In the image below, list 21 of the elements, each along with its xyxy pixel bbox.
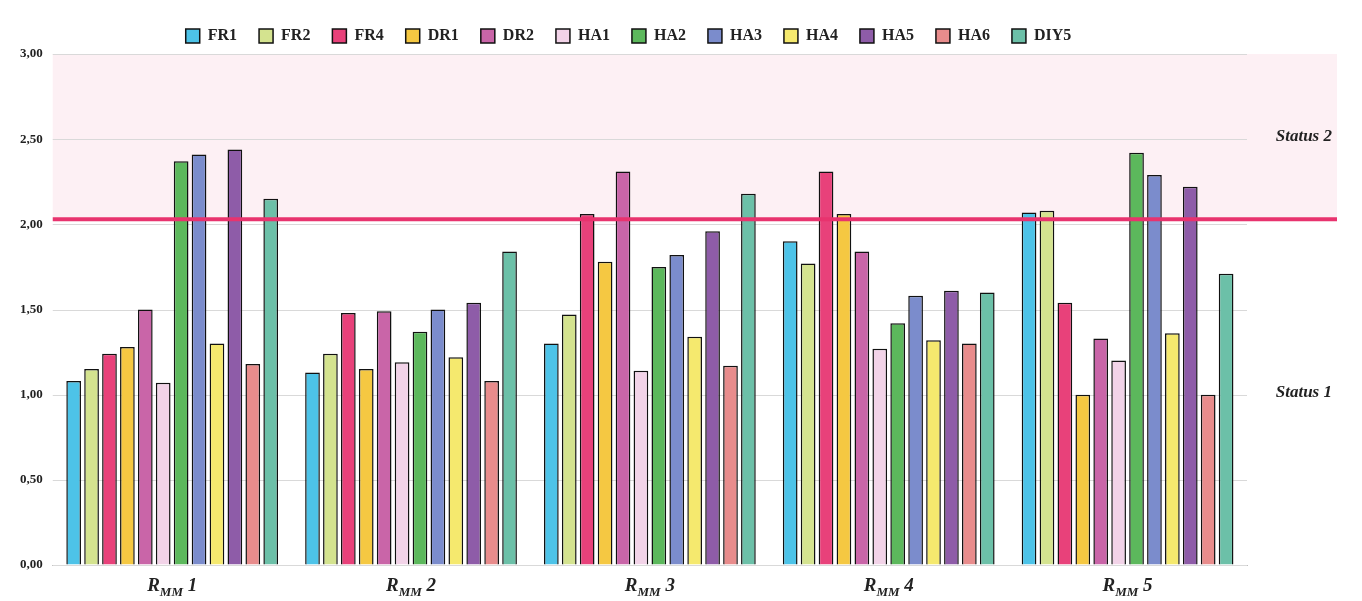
legend-label: HA6 [957, 26, 990, 44]
legend-label: HA4 [805, 26, 838, 44]
legend-label: DR1 [427, 26, 459, 44]
y-tick-label: 1,50 [20, 300, 43, 316]
y-tick-label: 0,50 [20, 471, 43, 487]
y-tick-label: 3,00 [20, 45, 43, 61]
band-label: Status 1 [1275, 381, 1332, 401]
legend-label: HA1 [577, 26, 610, 44]
y-tick-label: 0,00 [20, 556, 43, 572]
legend-label: DIY5 [1033, 26, 1072, 44]
y-tick-label: 2,50 [20, 130, 43, 146]
legend-label: FR4 [354, 26, 384, 44]
legend-label: HA2 [653, 26, 686, 44]
y-tick-label: 2,00 [20, 215, 43, 231]
legend-label: DR2 [502, 26, 534, 44]
band-label: Status 2 [1275, 126, 1333, 145]
legend-label: HA3 [729, 26, 762, 44]
y-tick-label: 1,00 [20, 386, 43, 402]
legend-label: FR1 [207, 26, 238, 44]
legend-label: FR2 [281, 26, 311, 44]
legend-label: HA5 [881, 26, 914, 44]
